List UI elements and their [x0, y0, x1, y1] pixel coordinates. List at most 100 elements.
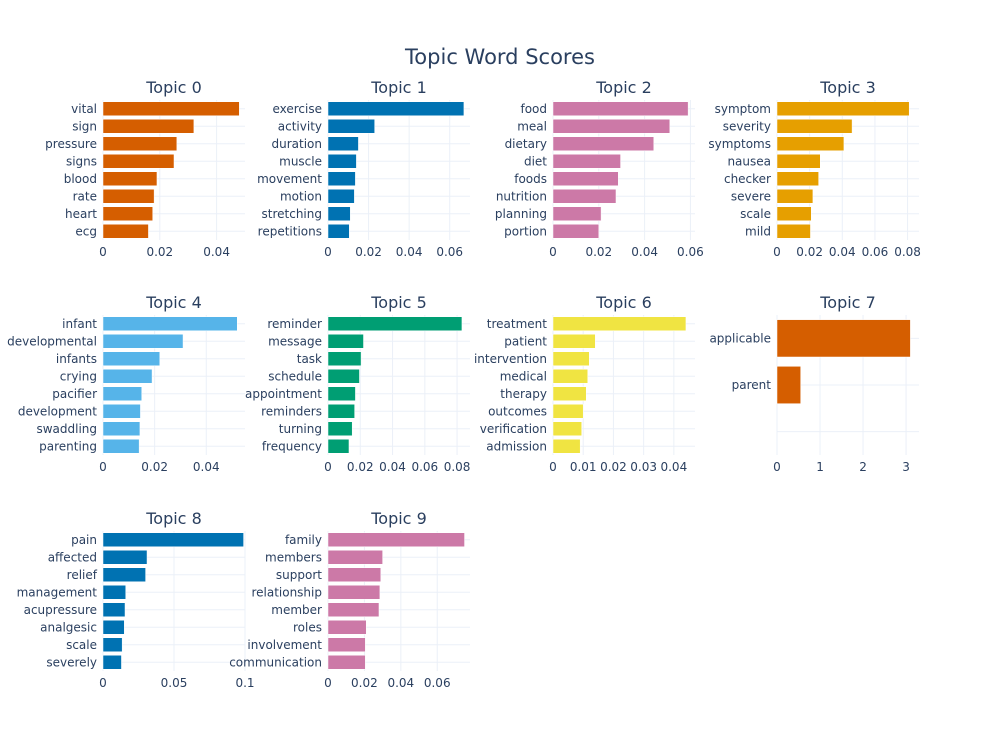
y-tick-label: affected	[48, 550, 97, 564]
y-tick-label: infants	[56, 352, 97, 366]
subplot-topic-4: 0 0.02 0.04 infant developmental infants cryin…	[7, 293, 245, 474]
bar-severe	[776, 189, 814, 204]
y-tick-label: motion	[280, 189, 322, 203]
x-tick-label: 0.02	[141, 460, 168, 474]
bar-symptom	[776, 101, 910, 116]
y-tick-label: verification	[480, 422, 547, 436]
bar-heart	[102, 206, 153, 221]
y-tick-label: vital	[71, 102, 97, 116]
bar-verification	[552, 421, 582, 436]
bar-infant	[102, 316, 238, 331]
subplot-title: Topic 0	[145, 78, 202, 97]
y-tick-label: meal	[517, 119, 547, 133]
y-tick-label: dietary	[505, 137, 547, 151]
bar-relief	[102, 567, 146, 582]
y-tick-label: scale	[66, 638, 97, 652]
x-tick-label: 0	[324, 460, 332, 474]
x-tick-label: 1	[816, 460, 824, 474]
y-tick-label: patient	[504, 334, 547, 348]
bar-motion	[327, 189, 355, 204]
bar-nutrition	[552, 189, 617, 204]
bar-planning	[552, 206, 602, 221]
bar-severely	[102, 655, 122, 670]
y-tick-label: admission	[486, 439, 547, 453]
x-tick-label: 0	[99, 460, 107, 474]
bar-admission	[552, 439, 581, 454]
bar-communication	[327, 655, 366, 670]
x-tick-label: 0.05	[161, 676, 188, 690]
y-tick-label: schedule	[268, 369, 322, 383]
x-tick-label: 3	[902, 460, 910, 474]
bar-involvement	[327, 637, 366, 652]
y-tick-label: foods	[514, 172, 547, 186]
subplot-topic-0: 0 0.02 0.04 vital sign pressure signs blood rate…	[45, 78, 245, 259]
bar-family	[327, 532, 465, 547]
y-tick-label: medical	[500, 369, 547, 383]
y-tick-label: outcomes	[488, 404, 547, 418]
subplot-title: Topic 2	[595, 78, 652, 97]
y-tick-label: frequency	[262, 439, 322, 453]
x-tick-label: 0	[99, 245, 107, 259]
bar-relationship	[327, 585, 381, 600]
subplot-topic-6: 0 0.01 0.02 0.03 0.04 treatment patient interve…	[474, 293, 695, 474]
x-tick-label: 0.02	[347, 460, 374, 474]
x-tick-label: 0.08	[444, 460, 471, 474]
bar-dietary	[552, 136, 655, 151]
subplot-topic-5: 0 0.02 0.04 0.06 0.08 reminder message task sche…	[245, 293, 470, 474]
y-tick-label: severe	[731, 189, 771, 203]
bar-stretching	[327, 206, 351, 221]
bar-reminder	[327, 316, 463, 331]
bar-movement	[327, 171, 356, 186]
bar-portion	[552, 224, 600, 239]
subplot-topic-2: 0 0.02 0.04 0.06 food meal dietary diet foods nut…	[495, 78, 704, 259]
bar-checker	[776, 171, 819, 186]
bar-nausea	[776, 154, 821, 169]
y-tick-label: portion	[504, 224, 547, 238]
y-tick-label: reminders	[261, 404, 322, 418]
y-tick-label: movement	[257, 172, 322, 186]
y-tick-label: activity	[278, 119, 322, 133]
bar-scale	[102, 637, 123, 652]
y-tick-label: members	[265, 550, 322, 564]
bar-pain	[102, 532, 244, 547]
subplot-title: Topic 3	[819, 78, 876, 97]
x-tick-label: 0	[324, 676, 332, 690]
bar-frequency	[327, 439, 350, 454]
subplot-title: Topic 6	[595, 293, 652, 312]
bar-foods	[552, 171, 619, 186]
bar-blood	[102, 171, 158, 186]
subplot-title: Topic 5	[370, 293, 427, 312]
bar-task	[327, 351, 362, 366]
bar-mild	[776, 224, 811, 239]
bar-ecg	[102, 224, 149, 239]
x-tick-label: 2	[859, 460, 867, 474]
subplot-topic-9: 0 0.02 0.04 0.06 family members support relatio…	[229, 509, 470, 690]
subplot-grid: 0 0.02 0.04 vital sign pressure signs blood rate…	[7, 78, 921, 690]
y-tick-label: heart	[65, 207, 97, 221]
x-tick-label: 0	[324, 245, 332, 259]
subplot-topic-3: 0 0.02 0.04 0.06 0.08 symptom severity symptoms…	[708, 78, 921, 259]
y-tick-label: crying	[60, 369, 97, 383]
subplot-topic-8: 0 0.05 0.1 pain affected relief management acup…	[17, 509, 255, 690]
bar-parent	[776, 366, 801, 404]
x-tick-label: 0.02	[146, 245, 173, 259]
bar-reminders	[327, 404, 355, 419]
y-tick-label: acupressure	[24, 603, 97, 617]
y-tick-label: muscle	[279, 154, 322, 168]
x-tick-label: 0	[773, 460, 781, 474]
bar-infants	[102, 351, 161, 366]
y-tick-label: relationship	[251, 585, 322, 599]
subplot-topic-1: 0 0.02 0.04 0.06 exercise activity duration mus…	[257, 78, 470, 259]
x-tick-label: 0.02	[351, 676, 378, 690]
y-tick-label: mild	[745, 224, 771, 238]
x-tick-label: 0.04	[379, 460, 406, 474]
chart-title: Topic Word Scores	[404, 45, 595, 69]
y-tick-label: exercise	[272, 102, 322, 116]
y-tick-label: reminder	[267, 317, 322, 331]
bar-message	[327, 334, 364, 349]
bar-signs	[102, 154, 175, 169]
x-tick-label: 0.04	[631, 245, 658, 259]
x-tick-label: 0.03	[630, 460, 657, 474]
x-tick-label: 0.04	[387, 676, 414, 690]
